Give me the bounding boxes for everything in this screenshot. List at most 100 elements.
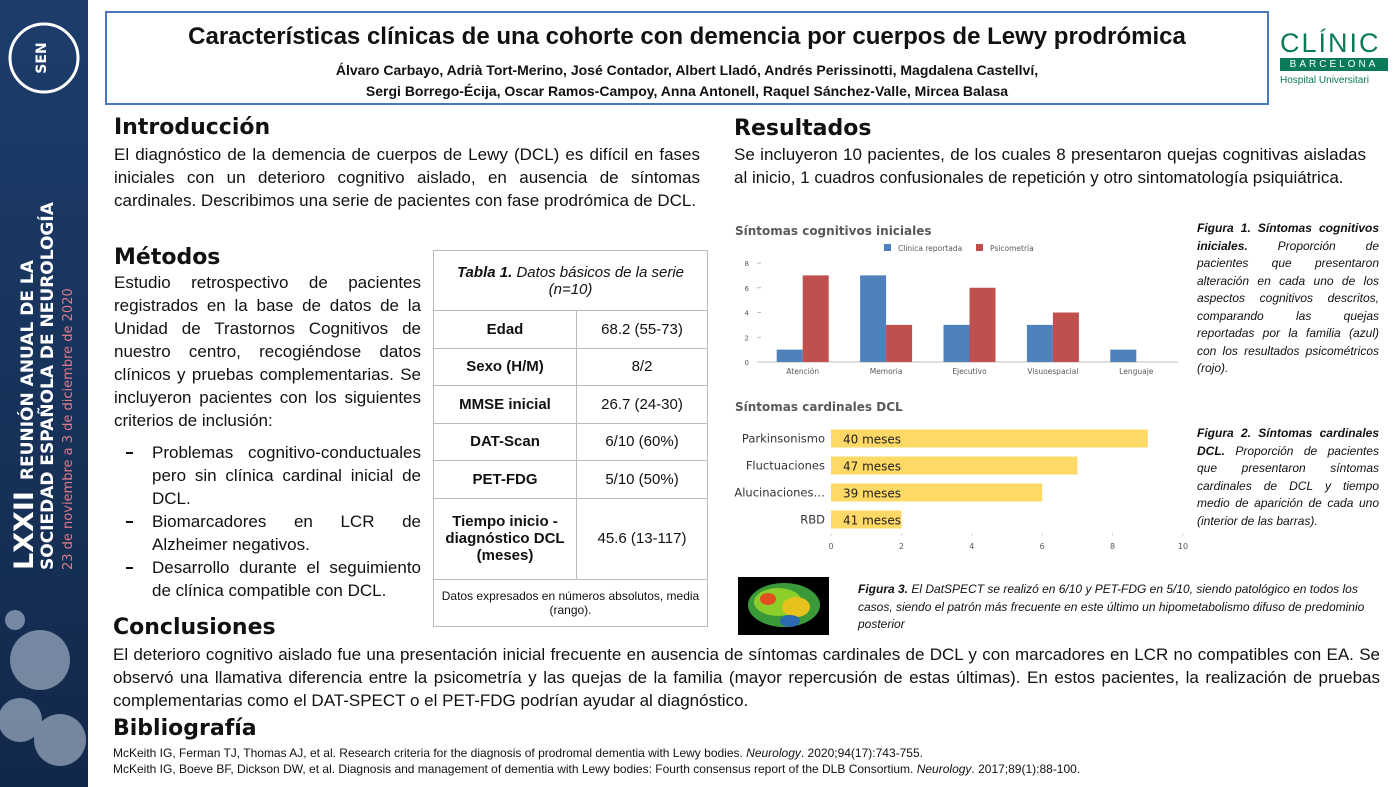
section-heading: Conclusiones xyxy=(113,615,276,640)
table-row: Datos expresados en números absolutos, m… xyxy=(433,578,708,627)
y-tick-label: 6 xyxy=(745,285,750,293)
row-value: 8/2 xyxy=(576,347,708,386)
bar xyxy=(1026,324,1053,362)
bar xyxy=(831,429,1148,448)
figure-caption: Figura 3. El DatSPECT se realizó en 6/10… xyxy=(858,581,1384,634)
x-tick-label: Visuoespacial xyxy=(1027,367,1078,376)
logo-hospital: Hospital Universitari xyxy=(1280,75,1369,86)
sen-logo: SEN xyxy=(34,42,50,73)
chart-cognitive: Síntomas cognitivos iniciales 0 2 4 6 8 Clínic… xyxy=(735,224,1178,376)
criteria-text: Problemas cognitivo-conductuales pero si… xyxy=(152,443,421,508)
bar xyxy=(860,275,887,362)
bar-label: 41 meses xyxy=(843,514,901,528)
x-tick-label: 8 xyxy=(1110,542,1115,551)
table-row: MMSE inicial 26.7 (24-30) xyxy=(433,385,708,424)
x-tick-label: Ejecutivo xyxy=(952,367,987,376)
author-line: Álvaro Carbayo, Adrià Tort-Merino, José … xyxy=(335,62,1039,78)
reference: McKeith IG, Ferman TJ, Thomas AJ, et al.… xyxy=(113,745,1080,761)
dates: 23 de noviembre a 3 de diciembre de 2020 xyxy=(61,288,76,570)
legend-swatch xyxy=(884,244,891,251)
bar xyxy=(776,349,803,362)
x-tick-label: 6 xyxy=(1040,542,1045,551)
x-tick-label: Lenguaje xyxy=(1119,367,1154,376)
x-tick-label: 2 xyxy=(899,542,904,551)
meeting-line: REUNIÓN ANUAL DE LA xyxy=(16,259,38,480)
chart-title: Síntomas cardinales DCL xyxy=(735,400,903,414)
hospital-logo: CLÍNIC BARCELONA Hospital Universitari xyxy=(1280,28,1388,86)
criteria-text: Desarrollo durante el seguimiento de clí… xyxy=(152,558,421,600)
bar xyxy=(802,275,829,362)
figure-caption: Figura 1. Síntomas cognitivos iniciales.… xyxy=(1197,220,1379,378)
bar-label: 47 meses xyxy=(843,460,901,474)
title: Características clínicas de una cohorte … xyxy=(188,23,1186,50)
methods-text: Estudio retrospectivo de pacientes regis… xyxy=(114,273,421,430)
legend-label: Psicometría xyxy=(990,244,1034,253)
bar xyxy=(1110,349,1137,362)
y-tick-label: 4 xyxy=(745,310,750,318)
table-row: DAT-Scan 6/10 (60%) xyxy=(433,422,708,461)
bar-label: 39 meses xyxy=(843,487,901,501)
ref-text: . 2020;94(17):743-755. xyxy=(800,746,923,760)
row-label: DAT-Scan xyxy=(433,422,577,461)
header: Características clínicas de una cohorte … xyxy=(105,11,1269,105)
x-tick-label: 0 xyxy=(828,542,833,551)
y-tick-label: 8 xyxy=(745,260,749,268)
logo-name: CLÍNIC xyxy=(1280,28,1381,58)
bar xyxy=(1052,312,1079,362)
bar-label: 40 meses xyxy=(843,433,901,447)
criteria-item: Problemas cognitivo-conductuales pero si… xyxy=(122,441,421,510)
x-tick-label: Atención xyxy=(786,367,819,376)
table-title: Tabla 1. Datos básicos de la serie (n=10… xyxy=(433,250,708,311)
y-tick-label: Parkinsonismo xyxy=(742,432,825,446)
row-value: 5/10 (50%) xyxy=(576,460,708,499)
caption-label: Figura 1. Síntomas cognitivos iniciales. xyxy=(1197,221,1379,253)
bar xyxy=(831,456,1078,475)
y-tick-label: 2 xyxy=(745,334,749,342)
criteria-item: Biomarcadores en LCR de Alzheimer negati… xyxy=(122,510,421,556)
row-label: PET-FDG xyxy=(433,460,577,499)
legend-label: Clínica reportada xyxy=(898,244,962,253)
x-tick-label: 4 xyxy=(969,542,974,551)
table-row: Sexo (H/M) 8/2 xyxy=(433,347,708,386)
references: McKeith IG, Ferman TJ, Thomas AJ, et al.… xyxy=(113,745,1080,777)
y-tick-label: RBD xyxy=(800,513,825,527)
row-label: Sexo (H/M) xyxy=(433,347,577,386)
section-heading: Métodos xyxy=(114,245,221,270)
criteria-text: Biomarcadores en LCR de Alzheimer negati… xyxy=(152,512,421,554)
table-label: Tabla 1. xyxy=(456,263,513,281)
table-note: Datos expresados en números absolutos, m… xyxy=(433,578,708,627)
row-label: Edad xyxy=(433,310,577,349)
chart-title: Síntomas cognitivos iniciales xyxy=(735,224,932,238)
conclusions-text: El deterioro cognitivo aislado fue una p… xyxy=(113,645,1380,710)
edition: LXXII xyxy=(9,491,40,570)
side-banner: SEN LXXII REUNIÓN ANUAL DE LA SOCIEDAD E… xyxy=(0,0,88,787)
x-tick-label: 10 xyxy=(1178,542,1188,551)
criteria-item: Desarrollo durante el seguimiento de clí… xyxy=(122,556,421,602)
x-tick-label: Memoria xyxy=(870,367,903,376)
row-value: 45.6 (13-117) xyxy=(576,497,708,580)
table-row: PET-FDG 5/10 (50%) xyxy=(433,460,708,499)
chart-cardinal: Síntomas cardinales DCL 0 2 4 6 8 10 Parkinsoni… xyxy=(734,400,1188,551)
row-label: Tiempo inicio - diagnóstico DCL (meses) xyxy=(433,497,577,580)
ref-text: McKeith IG, Ferman TJ, Thomas AJ, et al.… xyxy=(113,746,747,760)
y-tick-label: Alucinaciones… xyxy=(734,486,825,500)
caption-label: Figura 2. Síntomas cardinales DCL. xyxy=(1197,426,1379,458)
reference: McKeith IG, Boeve BF, Dickson DW, et al.… xyxy=(113,761,1080,777)
ref-text: . 2017;89(1):88-100. xyxy=(971,762,1081,776)
y-tick-label: Fluctuaciones xyxy=(746,459,825,473)
data-table: Tabla 1. Datos básicos de la serie (n=10… xyxy=(433,250,708,627)
bar xyxy=(886,324,913,362)
row-value: 68.2 (55-73) xyxy=(576,310,708,349)
legend-swatch xyxy=(976,244,983,251)
caption-text: Proporción de pacientes que presentaron … xyxy=(1197,443,1379,528)
table-row: Tiempo inicio - diagnóstico DCL (meses) 4… xyxy=(433,497,708,580)
caption-text: Proporción de pacientes que presentaron … xyxy=(1197,238,1379,376)
bar xyxy=(943,324,970,362)
bar xyxy=(969,287,996,362)
row-value: 26.7 (24-30) xyxy=(576,385,708,424)
section-heading: Resultados xyxy=(734,116,872,141)
spect-image xyxy=(738,577,829,635)
row-value: 6/10 (60%) xyxy=(576,422,708,461)
bar xyxy=(831,483,1043,502)
